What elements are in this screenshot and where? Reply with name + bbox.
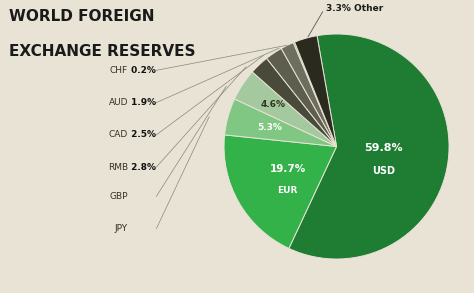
Text: JPY: JPY	[115, 224, 128, 233]
Text: RMB: RMB	[108, 163, 128, 171]
Wedge shape	[252, 58, 337, 146]
Wedge shape	[225, 99, 337, 146]
Text: 59.8%: 59.8%	[364, 143, 403, 153]
Text: EXCHANGE RESERVES: EXCHANGE RESERVES	[9, 44, 196, 59]
Text: EUR: EUR	[277, 186, 298, 195]
Text: AUD: AUD	[109, 98, 128, 107]
Wedge shape	[281, 42, 337, 146]
Text: 4.6%: 4.6%	[260, 100, 285, 109]
Text: 19.7%: 19.7%	[269, 164, 306, 174]
Wedge shape	[289, 34, 449, 259]
Text: 0.2%: 0.2%	[128, 66, 156, 75]
Wedge shape	[267, 49, 337, 146]
Text: 3.3% Other: 3.3% Other	[327, 4, 383, 13]
Text: 2.5%: 2.5%	[128, 130, 156, 139]
Wedge shape	[293, 42, 337, 146]
Text: CAD: CAD	[109, 130, 128, 139]
Text: 2.8%: 2.8%	[128, 163, 156, 171]
Wedge shape	[235, 72, 337, 146]
Wedge shape	[224, 135, 337, 248]
Text: WORLD FOREIGN: WORLD FOREIGN	[9, 9, 155, 24]
Text: USD: USD	[372, 166, 395, 176]
Text: 5.3%: 5.3%	[257, 123, 282, 132]
Wedge shape	[295, 36, 337, 146]
Text: CHF: CHF	[110, 66, 128, 75]
Text: 1.9%: 1.9%	[128, 98, 156, 107]
Text: GBP: GBP	[109, 192, 128, 201]
